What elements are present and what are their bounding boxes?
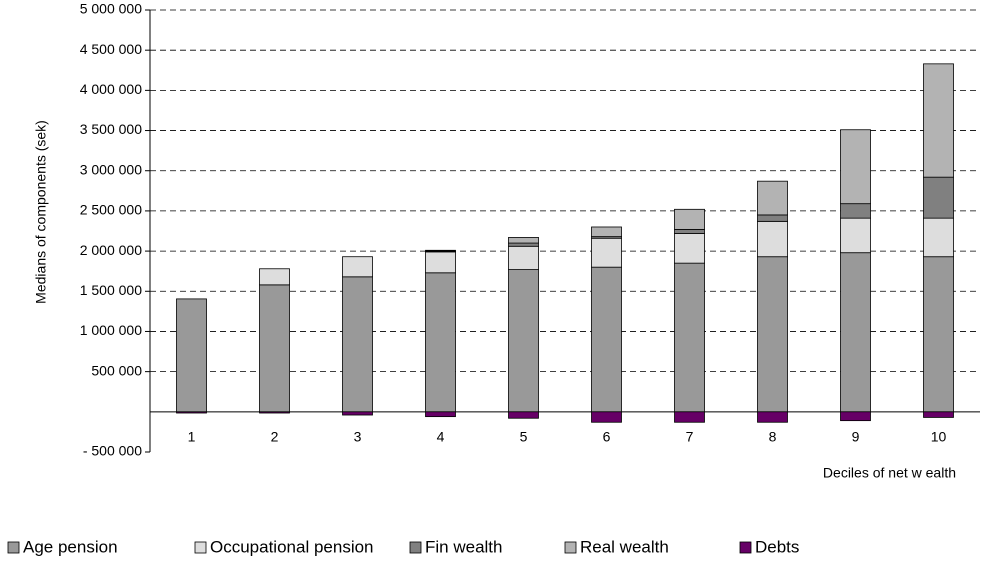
bar-segment [259,268,290,286]
bar-segment [342,411,373,416]
bar-segment [508,237,539,244]
bar-segment [674,208,705,230]
bar-segment [923,411,954,418]
bar-segment [591,237,622,268]
bar-segment [674,233,705,264]
bar-segment [591,226,622,238]
legend-swatch [564,541,577,554]
x-tick-label: 7 [686,429,694,445]
x-tick-label: 4 [437,429,445,445]
y-tick-label: 1 500 000 [80,282,142,298]
y-tick-label: 3 500 000 [80,121,142,137]
bar-segment [674,262,705,413]
bar-segment [425,249,456,252]
bar-segment [923,63,954,178]
legend-swatch [409,541,422,554]
bar-segment [425,411,456,418]
x-tick-label: 9 [852,429,860,445]
y-tick-label: 2 500 000 [80,202,142,218]
bar-segment [840,203,871,219]
bar-segment [757,214,788,222]
bar-segment [591,266,622,413]
x-axis-label: Deciles of net w ealth [823,465,956,481]
bar-segment [840,252,871,413]
y-tick-label: - 500 000 [83,443,142,459]
bar-segment [840,217,871,254]
x-tick-label: 10 [931,429,947,445]
bar-segment [840,411,871,422]
x-tick-label: 3 [354,429,362,445]
y-tick-label: 3 000 000 [80,161,142,177]
bar-segment [674,228,705,234]
legend-label: Fin wealth [425,537,502,556]
y-tick-label: 1 000 000 [80,322,142,338]
x-tick-label: 5 [520,429,528,445]
y-tick-label: 2 000 000 [80,242,142,258]
x-tick-label: 1 [188,429,196,445]
x-tick-label: 2 [271,429,279,445]
bar-segment [923,256,954,413]
bar-segment [508,242,539,247]
bar-segment [923,217,954,258]
bar-segment [591,411,622,423]
bar-segment [259,411,290,414]
legend-swatch [7,541,20,554]
bar-segment [757,180,788,216]
legend-swatch [739,541,752,554]
bar-segment [425,272,456,413]
y-tick-label: 5 000 000 [80,1,142,17]
bar-segment [757,411,788,423]
y-tick-label: 4 500 000 [80,41,142,57]
bar-segment [508,411,539,419]
bar-segment [176,298,207,413]
y-axis-label: Medians of components (sek) [33,120,49,304]
x-tick-label: 6 [603,429,611,445]
bar-segment [342,276,373,413]
legend-label: Debts [755,537,799,556]
bar-segment [259,284,290,413]
bar-segment [176,411,207,414]
legend-swatch [194,541,207,554]
bar-segment [425,251,456,274]
bar-segment [757,256,788,413]
bar-segment [674,411,705,423]
bar-segment [508,269,539,413]
bar-segment [923,176,954,219]
x-tick-label: 8 [769,429,777,445]
bar-segment [757,220,788,258]
legend-label: Real wealth [580,537,669,556]
y-tick-label: 500 000 [91,362,142,378]
legend-label: Age pension [23,537,118,556]
bar-segment [508,245,539,270]
bar-segment [342,256,373,278]
bar-segment [840,129,871,205]
legend-label: Occupational pension [210,537,374,556]
y-tick-label: 4 000 000 [80,81,142,97]
